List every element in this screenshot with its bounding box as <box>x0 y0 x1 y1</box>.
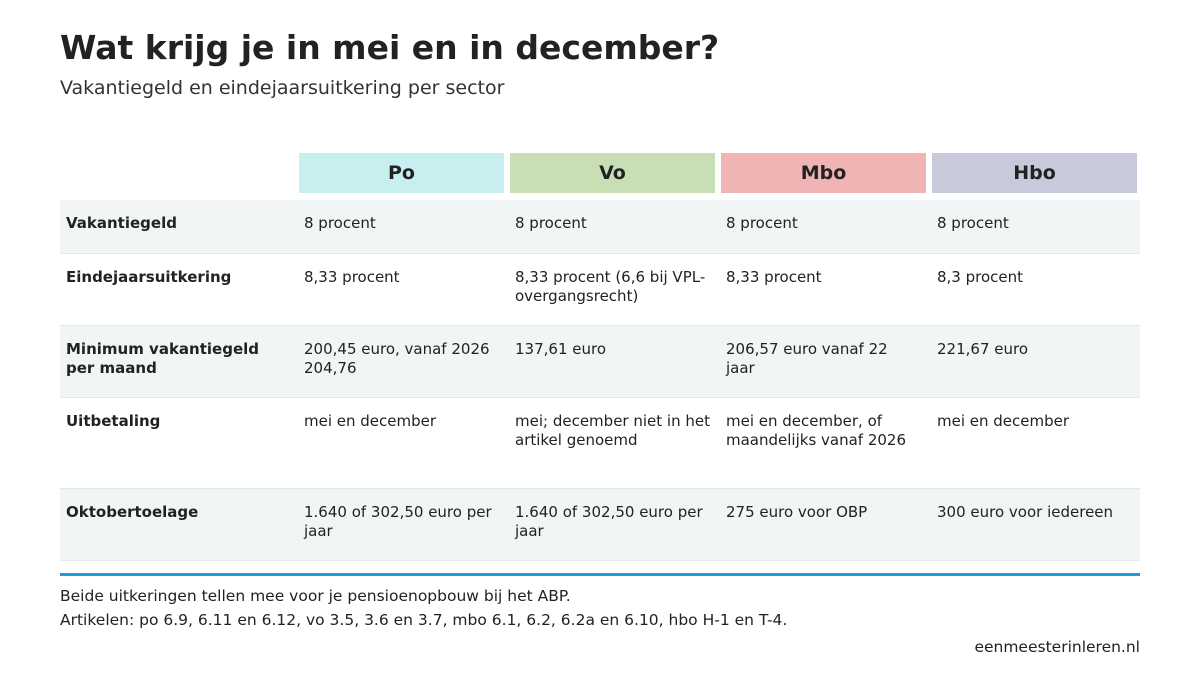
subtitle: Vakantiegeld en eindejaarsuitkering per … <box>60 77 505 99</box>
table-row: Vakantiegeld 8 procent 8 procent 8 procent 8… <box>60 200 1140 254</box>
footnote: Beide uitkeringen tellen mee voor je pen… <box>60 587 571 605</box>
table: Po Vo Mbo Hbo Vakantiegeld 8 procent 8 procen… <box>60 153 1140 561</box>
table-cell: mei; december niet in het artikel genoem… <box>507 397 718 489</box>
column-header-label: Mbo <box>721 153 926 193</box>
column-header-label: Hbo <box>932 153 1137 193</box>
row-label: Oktobertoelage <box>60 488 296 561</box>
column-header: Po <box>296 153 507 200</box>
table-cell: 1.640 of 302,50 euro per jaar <box>507 488 718 561</box>
column-header-label: Vo <box>510 153 715 193</box>
header-row: Po Vo Mbo Hbo <box>60 153 1140 200</box>
divider <box>60 573 1140 576</box>
title: Wat krijg je in mei en in december? <box>60 28 720 67</box>
table-cell: 1.640 of 302,50 euro per jaar <box>296 488 507 561</box>
row-label: Minimum vakantiegeld per maand <box>60 325 296 398</box>
table-cell: 8 procent <box>507 200 718 254</box>
column-header: Vo <box>507 153 718 200</box>
column-header: Mbo <box>718 153 929 200</box>
table-cell: 300 euro voor iedereen <box>929 488 1140 561</box>
table-cell: mei en december <box>929 397 1140 489</box>
row-label: Vakantiegeld <box>60 200 296 254</box>
table-row: Eindejaarsuitkering 8,33 procent 8,33 proc… <box>60 253 1140 326</box>
table-row: Uitbetaling mei en december mei; december … <box>60 397 1140 489</box>
table-cell: 206,57 euro vanaf 22 jaar <box>718 325 929 398</box>
table-cell: 137,61 euro <box>507 325 718 398</box>
table-cell: 275 euro voor OBP <box>718 488 929 561</box>
column-header-label: Po <box>299 153 504 193</box>
table-cell: 8 procent <box>296 200 507 254</box>
column-header: Hbo <box>929 153 1140 200</box>
footnote: Artikelen: po 6.9, 6.11 en 6.12, vo 3.5,… <box>60 611 788 629</box>
corner <box>60 153 296 200</box>
table-cell: 200,45 euro, vanaf 2026 204,76 <box>296 325 507 398</box>
table-body: Vakantiegeld 8 procent 8 procent 8 procent 8… <box>60 200 1140 561</box>
table-cell: 8 procent <box>929 200 1140 254</box>
table-row: Oktobertoelage 1.640 of 302,50 euro per j… <box>60 488 1140 561</box>
table-cell: 8,33 procent (6,6 bij VPL-overgangsrecht… <box>507 253 718 326</box>
source: eenmeesterinleren.nl <box>974 638 1140 656</box>
table-cell: 8,33 procent <box>296 253 507 326</box>
table-cell: 8 procent <box>718 200 929 254</box>
row-label: Eindejaarsuitkering <box>60 253 296 326</box>
table-cell: 221,67 euro <box>929 325 1140 398</box>
row-label: Uitbetaling <box>60 397 296 489</box>
table-cell: mei en december <box>296 397 507 489</box>
table-cell: 8,33 procent <box>718 253 929 326</box>
table-row: Minimum vakantiegeld per maand 200,45 eur… <box>60 325 1140 398</box>
table-cell: mei en december, of maandelijks vanaf 20… <box>718 397 929 489</box>
table-cell: 8,3 procent <box>929 253 1140 326</box>
